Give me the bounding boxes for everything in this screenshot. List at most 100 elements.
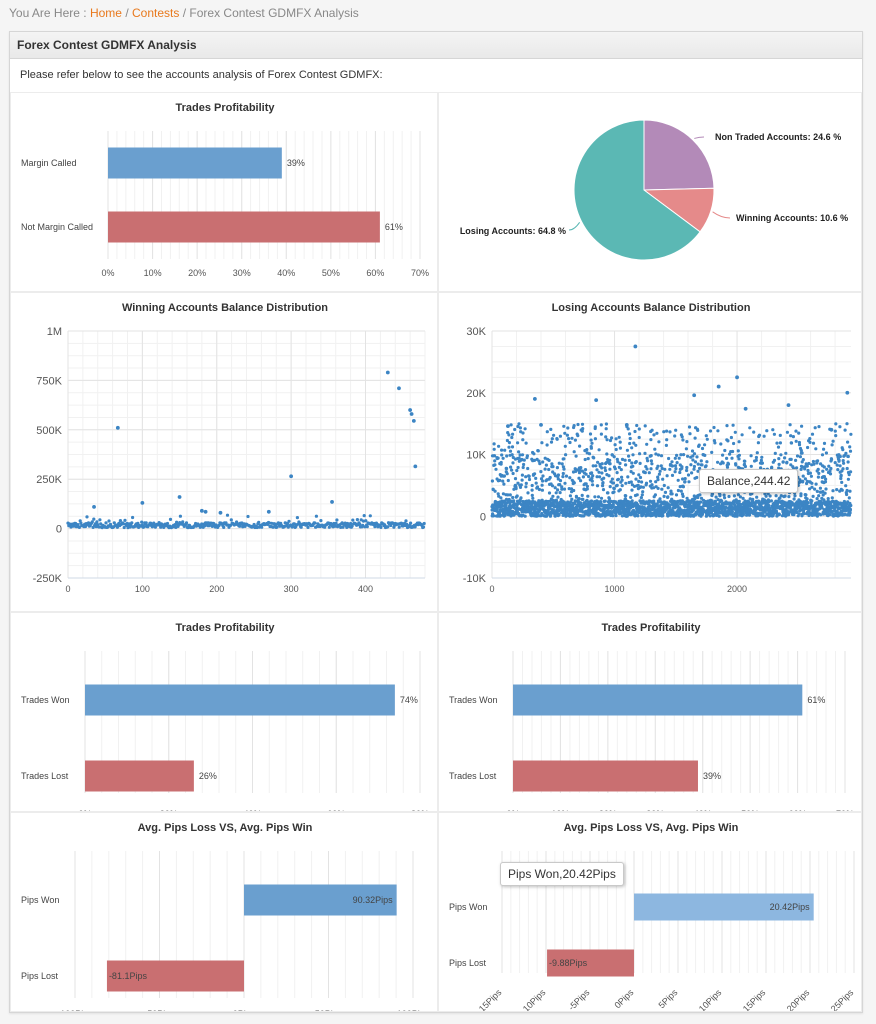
data-point xyxy=(409,521,413,525)
data-point xyxy=(558,479,563,483)
data-point xyxy=(578,444,582,448)
data-point xyxy=(92,517,96,521)
data-point xyxy=(795,466,799,470)
data-point xyxy=(787,495,791,499)
data-point xyxy=(752,430,756,434)
data-point xyxy=(519,496,523,500)
data-point xyxy=(659,454,664,458)
data-point xyxy=(593,437,597,441)
data-point xyxy=(756,441,760,445)
x-tick-label: 60% xyxy=(789,809,807,812)
data-point xyxy=(689,463,693,467)
data-point xyxy=(810,481,814,485)
bar xyxy=(85,760,194,792)
data-point xyxy=(615,457,619,461)
data-point xyxy=(404,519,408,523)
data-point xyxy=(676,488,680,493)
data-point xyxy=(738,495,742,499)
data-point xyxy=(824,487,828,491)
data-point xyxy=(643,451,647,455)
x-tick-label: 0% xyxy=(506,809,519,812)
data-point xyxy=(587,474,591,479)
data-point xyxy=(355,518,359,522)
data-point xyxy=(577,471,582,475)
y-tick-label: 10K xyxy=(466,450,486,462)
data-point xyxy=(379,525,383,529)
data-point xyxy=(719,442,723,446)
x-tick-label: 0 xyxy=(65,584,70,594)
data-point xyxy=(697,443,701,447)
data-point xyxy=(599,432,603,436)
x-tick-label: 100 xyxy=(135,584,150,594)
chart-winning-distribution: Winning Accounts Balance Distribution -25… xyxy=(10,292,438,612)
data-point xyxy=(699,496,704,500)
data-point xyxy=(85,515,89,519)
chart-svg: Winning Accounts Balance Distribution -25… xyxy=(33,302,426,594)
breadcrumb-home-link[interactable]: Home xyxy=(89,6,122,20)
data-point xyxy=(511,432,515,436)
data-point xyxy=(657,440,661,444)
data-point xyxy=(799,448,803,453)
data-point xyxy=(573,502,577,506)
data-point xyxy=(843,512,847,516)
data-point xyxy=(748,497,752,501)
data-point xyxy=(637,435,641,440)
data-point xyxy=(849,470,853,474)
data-point xyxy=(662,430,666,434)
data-point xyxy=(790,508,794,512)
data-point xyxy=(178,514,182,518)
data-point xyxy=(327,525,331,529)
data-point xyxy=(716,429,720,433)
data-point xyxy=(314,514,318,518)
data-point xyxy=(823,480,828,484)
data-point xyxy=(692,452,697,456)
data-point xyxy=(640,493,644,497)
data-point xyxy=(630,446,634,450)
data-point xyxy=(831,489,835,493)
data-point xyxy=(547,467,551,472)
data-point xyxy=(600,471,604,475)
data-point xyxy=(637,473,641,477)
data-point xyxy=(543,456,547,460)
data-point xyxy=(588,432,593,436)
data-point xyxy=(563,444,567,448)
data-point xyxy=(810,499,814,503)
data-point xyxy=(503,448,507,452)
data-point xyxy=(822,465,826,469)
data-point xyxy=(820,453,825,457)
data-point xyxy=(767,500,771,504)
data-point xyxy=(774,511,779,515)
data-point xyxy=(518,453,522,457)
data-point xyxy=(620,484,624,488)
data-point xyxy=(526,466,530,471)
data-point xyxy=(525,454,529,458)
data-point xyxy=(511,495,515,500)
data-point xyxy=(629,470,633,474)
data-point xyxy=(516,481,520,485)
data-point xyxy=(618,440,622,444)
data-point xyxy=(769,499,773,503)
breadcrumb-contests-link[interactable]: Contests xyxy=(132,6,180,20)
data-point xyxy=(604,435,608,439)
data-point xyxy=(557,461,561,465)
data-point xyxy=(721,453,725,457)
data-point xyxy=(664,443,668,447)
data-point xyxy=(608,462,612,466)
data-point xyxy=(604,422,608,426)
data-point xyxy=(339,525,343,529)
data-point xyxy=(817,471,821,475)
data-point xyxy=(846,477,850,481)
data-point xyxy=(368,514,372,518)
data-point xyxy=(845,492,849,497)
data-point xyxy=(649,467,653,471)
data-point xyxy=(500,448,504,452)
data-point xyxy=(818,486,822,490)
data-point xyxy=(252,522,256,527)
data-point xyxy=(608,467,612,471)
data-point xyxy=(564,474,569,478)
data-point xyxy=(822,508,826,512)
data-point xyxy=(718,493,722,497)
data-point xyxy=(549,440,554,444)
bar xyxy=(108,147,282,179)
data-point xyxy=(611,481,616,485)
